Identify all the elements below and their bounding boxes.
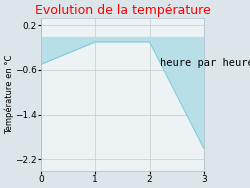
Y-axis label: Température en °C: Température en °C — [4, 55, 14, 134]
Text: heure par heure: heure par heure — [160, 58, 250, 67]
Title: Evolution de la température: Evolution de la température — [34, 4, 210, 17]
